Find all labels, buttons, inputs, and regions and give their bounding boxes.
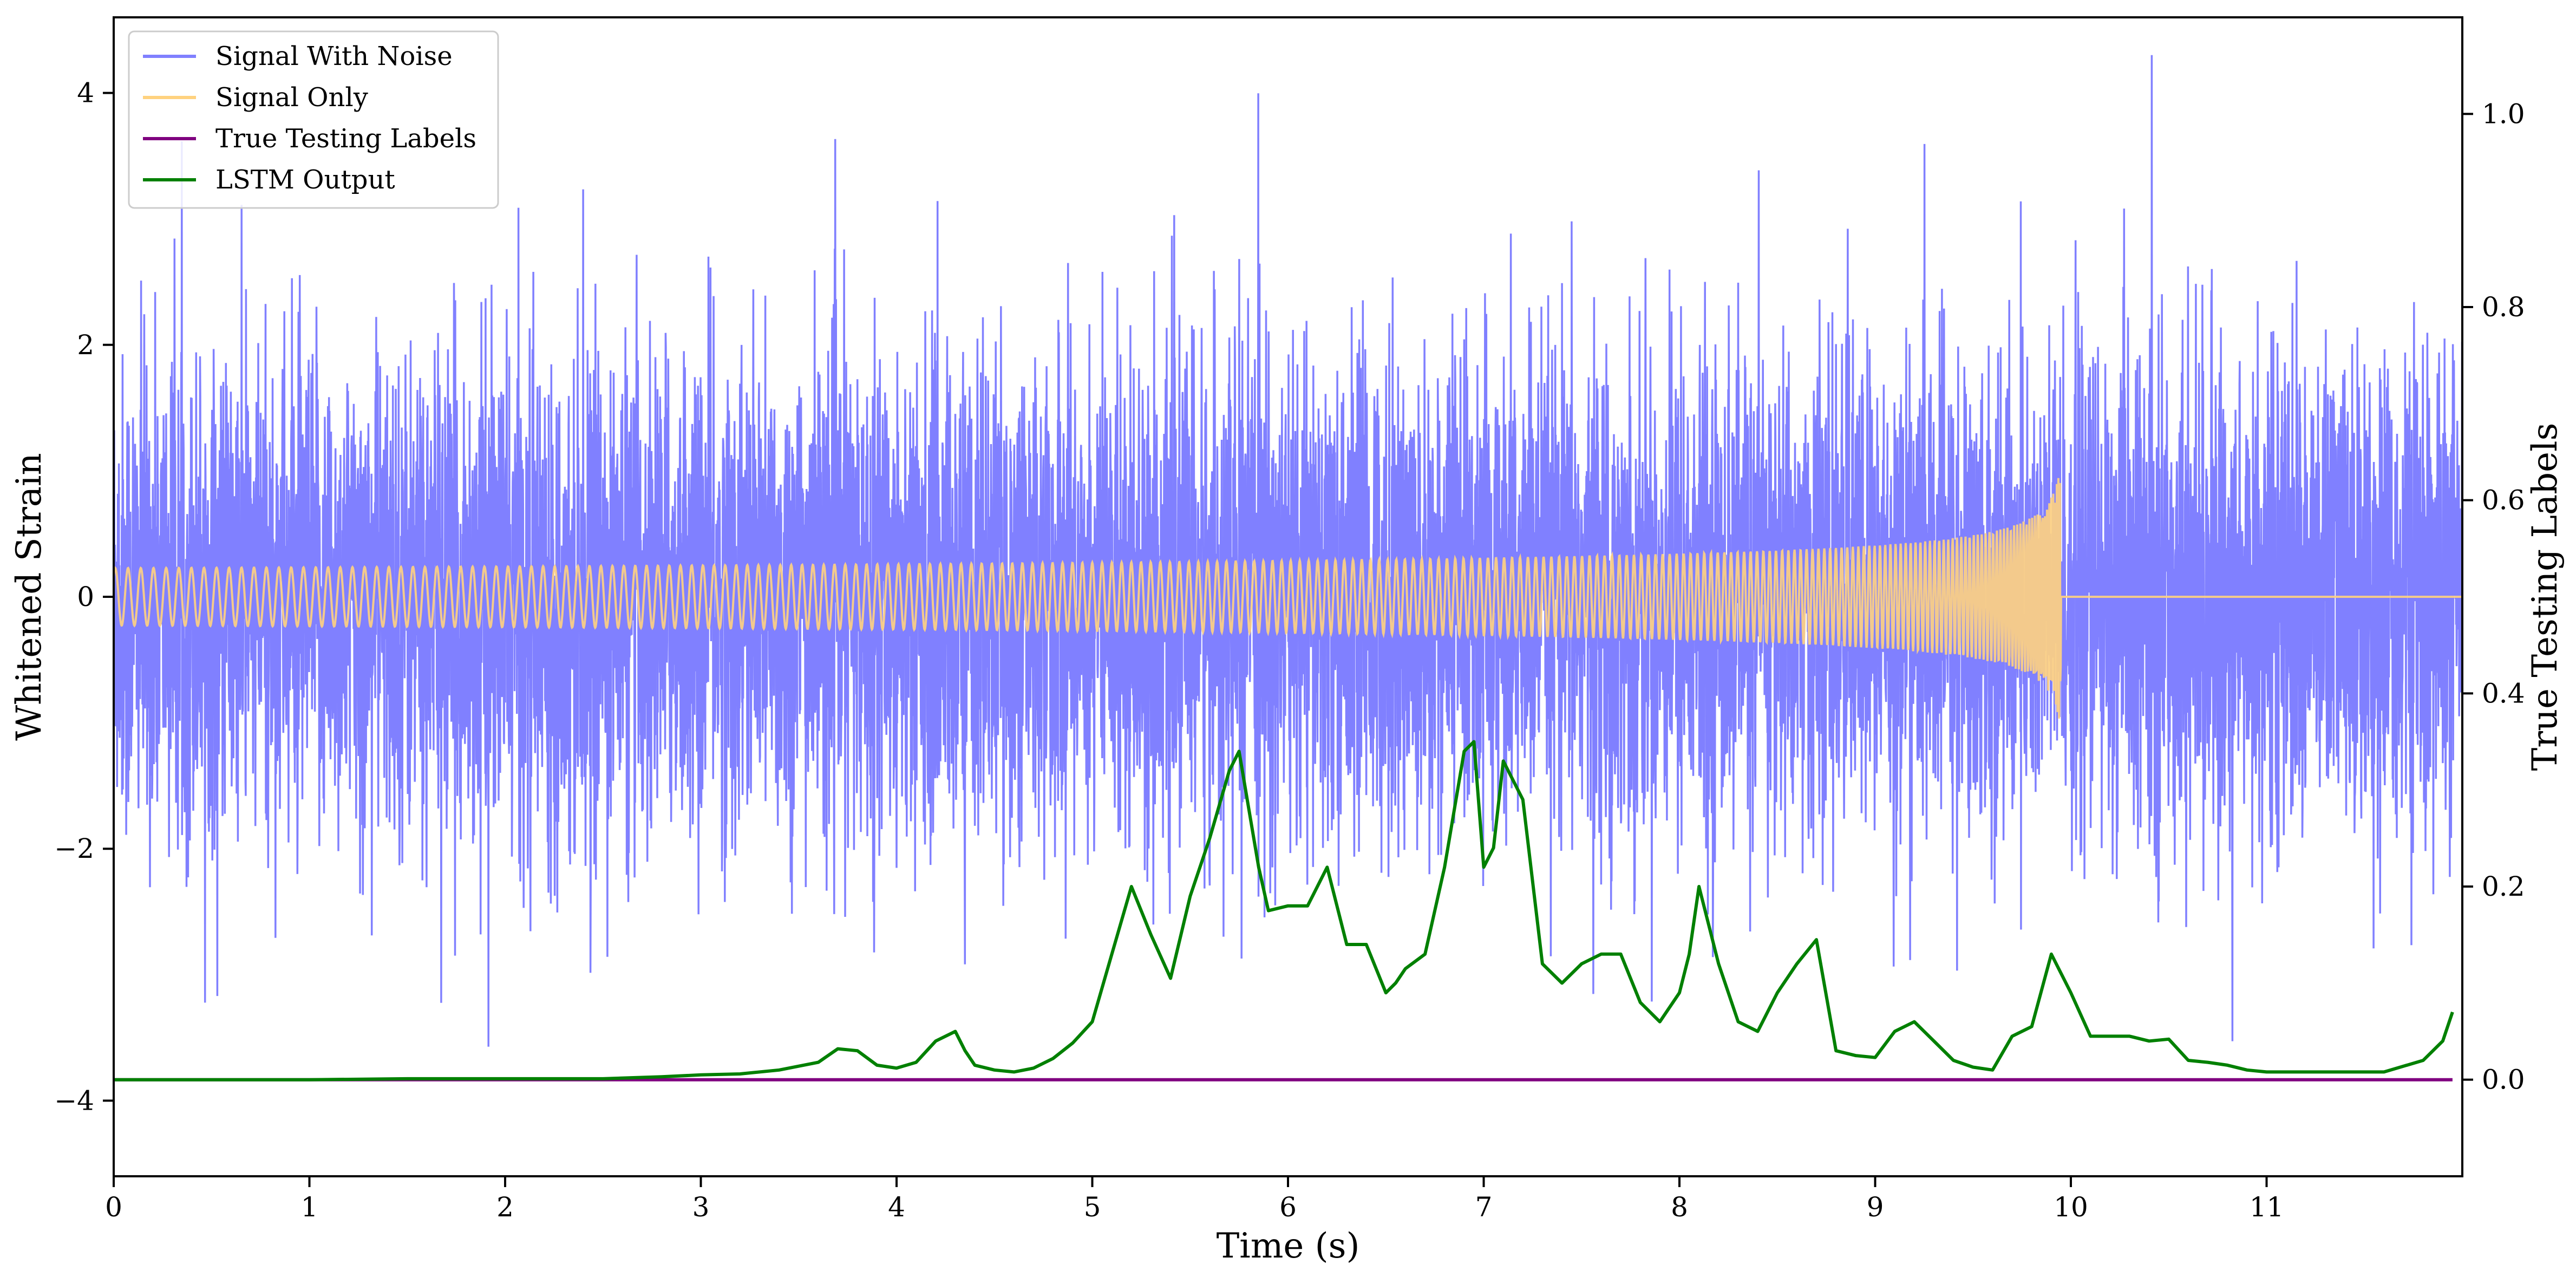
x-tick-label: 2 bbox=[496, 1191, 514, 1223]
x-tick-label: 9 bbox=[1867, 1191, 1884, 1223]
y2-tick-label: 0.6 bbox=[2482, 485, 2525, 516]
lstm-output-line bbox=[114, 740, 2454, 1081]
x-tick-label: 5 bbox=[1084, 1191, 1101, 1223]
y-axis-label: Whitened Strain bbox=[9, 453, 49, 740]
y2-axis-ticks: 0.0 0.2 0.4 0.6 0.8 1.0 bbox=[2462, 98, 2525, 1096]
y-tick-label: −4 bbox=[54, 1085, 94, 1116]
signal-only-layer bbox=[114, 478, 2462, 719]
x-tick-label: 8 bbox=[1671, 1191, 1688, 1223]
x-axis-label: Time (s) bbox=[1217, 1226, 1360, 1266]
y-tick-label: −2 bbox=[54, 833, 94, 864]
x-tick-label: 7 bbox=[1475, 1191, 1493, 1223]
x-tick-label: 10 bbox=[2054, 1191, 2088, 1223]
legend-label: True Testing Labels bbox=[215, 123, 476, 154]
signal-only-line bbox=[114, 478, 2462, 719]
x-tick-label: 11 bbox=[2250, 1191, 2284, 1223]
y2-tick-label: 0.4 bbox=[2482, 677, 2525, 709]
y-tick-label: 0 bbox=[77, 581, 94, 613]
legend-label: Signal With Noise bbox=[215, 41, 453, 71]
x-tick-label: 1 bbox=[301, 1191, 318, 1223]
x-tick-label: 4 bbox=[888, 1191, 905, 1223]
y2-axis-label: True Testing Labels bbox=[2525, 423, 2565, 771]
legend-box bbox=[128, 30, 499, 209]
y-tick-label: 4 bbox=[77, 77, 94, 109]
y-axis-ticks: −4 −2 0 2 4 bbox=[54, 77, 114, 1116]
x-tick-label: 6 bbox=[1279, 1191, 1297, 1223]
legend-label: Signal Only bbox=[215, 82, 368, 113]
x-tick-label: 3 bbox=[692, 1191, 710, 1223]
y-tick-label: 2 bbox=[77, 329, 94, 361]
y2-tick-label: 0.0 bbox=[2482, 1064, 2525, 1096]
y2-tick-label: 1.0 bbox=[2482, 98, 2525, 129]
legend: Signal With Noise Signal Only True Testing… bbox=[128, 30, 499, 209]
y2-tick-label: 0.2 bbox=[2482, 871, 2525, 902]
x-tick-label: 0 bbox=[105, 1191, 122, 1223]
lstm-output-layer bbox=[114, 740, 2454, 1081]
legend-label: LSTM Output bbox=[215, 165, 395, 195]
y2-tick-label: 0.8 bbox=[2482, 291, 2525, 323]
x-axis-ticks: 0 1 2 3 4 5 6 7 8 9 10 11 bbox=[105, 1176, 2284, 1223]
